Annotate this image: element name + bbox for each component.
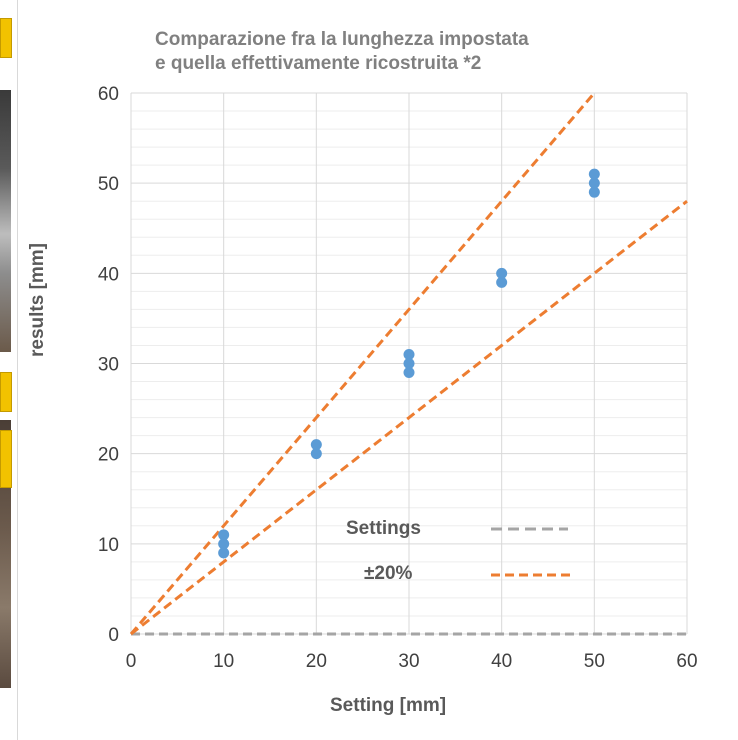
y-tick-label: 30 [98, 355, 119, 376]
x-tick-label: 30 [398, 651, 419, 672]
cropped-photo-bottom [0, 420, 11, 688]
data-point [588, 168, 600, 180]
series-line-3 [130, 200, 688, 636]
data-point [588, 186, 600, 198]
data-point [403, 367, 415, 379]
legend-label-plusminus20: ±20% [364, 563, 413, 584]
data-point [588, 177, 600, 189]
series-line-2 [129, 92, 596, 635]
y-axis-label: results [mm] [27, 242, 48, 358]
cropped-photo-top [0, 90, 11, 352]
data-point [218, 547, 230, 559]
data-point [403, 348, 415, 360]
x-tick-label: 60 [676, 651, 697, 672]
chart-title-line-2: e quella effettivamente ricostruita *2 [155, 53, 482, 74]
y-tick-label: 0 [108, 625, 119, 646]
chart-title: Comparazione fra la lunghezza impostata … [155, 28, 675, 76]
y-tick-label: 60 [98, 84, 119, 105]
y-tick-label: 40 [98, 264, 119, 285]
y-tick-label: 50 [98, 174, 119, 195]
chart-area [17, 0, 737, 740]
x-tick-label: 20 [306, 651, 327, 672]
data-point [218, 538, 230, 550]
x-axis-label: Setting [mm] [330, 695, 447, 716]
x-tick-label: 40 [491, 651, 512, 672]
cropped-label-tag-top [0, 18, 12, 58]
legend-label-settings: Settings [346, 518, 421, 539]
data-point [218, 529, 230, 541]
data-point [310, 439, 322, 451]
data-point [496, 276, 508, 288]
x-tick-label: 0 [126, 651, 137, 672]
y-tick-label: 20 [98, 445, 119, 466]
cropped-label-tag-middle [0, 372, 12, 412]
data-point [496, 267, 508, 279]
x-tick-label: 50 [584, 651, 605, 672]
data-point [310, 448, 322, 460]
chart-title-line-1: Comparazione fra la lunghezza impostata [155, 29, 529, 50]
cropped-label-tag-bottom [0, 430, 12, 488]
x-tick-label: 10 [213, 651, 234, 672]
y-tick-label: 10 [98, 535, 119, 556]
data-point [403, 358, 415, 369]
